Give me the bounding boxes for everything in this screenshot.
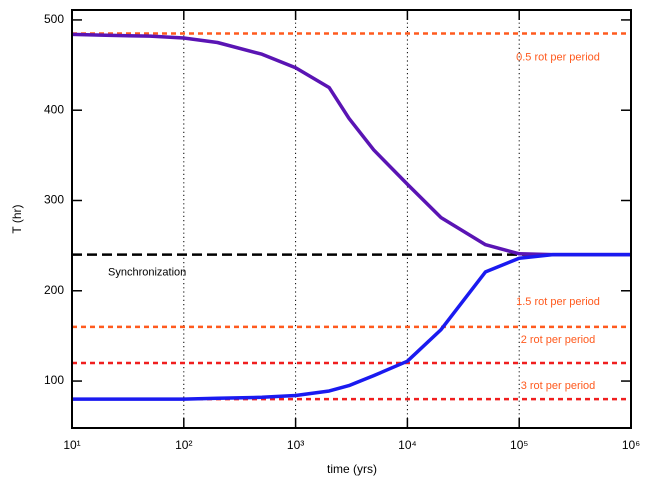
- plot-frame: [71, 9, 632, 429]
- x-tick-label: 10³: [287, 438, 304, 452]
- data-line: [71, 32, 631, 257]
- x-tick-label: 10⁴: [398, 438, 417, 452]
- x-tick-label: 10⁶: [622, 438, 640, 452]
- reference-line-label: 0.5 rot per period: [516, 51, 600, 63]
- reference-line-label: Synchronization: [108, 267, 186, 279]
- y-tick-label: 300: [44, 193, 64, 207]
- x-tick-label: 10¹: [63, 438, 80, 452]
- y-tick-label: 200: [44, 283, 64, 297]
- y-tick-label: 100: [44, 373, 64, 387]
- x-axis-label: time (yrs): [327, 462, 377, 476]
- y-tick-label: 400: [44, 102, 64, 116]
- y-tick-label: 500: [44, 12, 64, 26]
- x-tick-label: 10⁵: [510, 438, 528, 452]
- x-tick-label: 10²: [175, 438, 192, 452]
- y-axis-label: T (hr): [10, 204, 24, 233]
- reference-line-label: 1.5 rot per period: [516, 296, 600, 308]
- reference-line-label: 2 rot per period: [521, 334, 596, 346]
- data-line: [72, 252, 631, 401]
- reference-line-label: 3 rot per period: [521, 380, 596, 392]
